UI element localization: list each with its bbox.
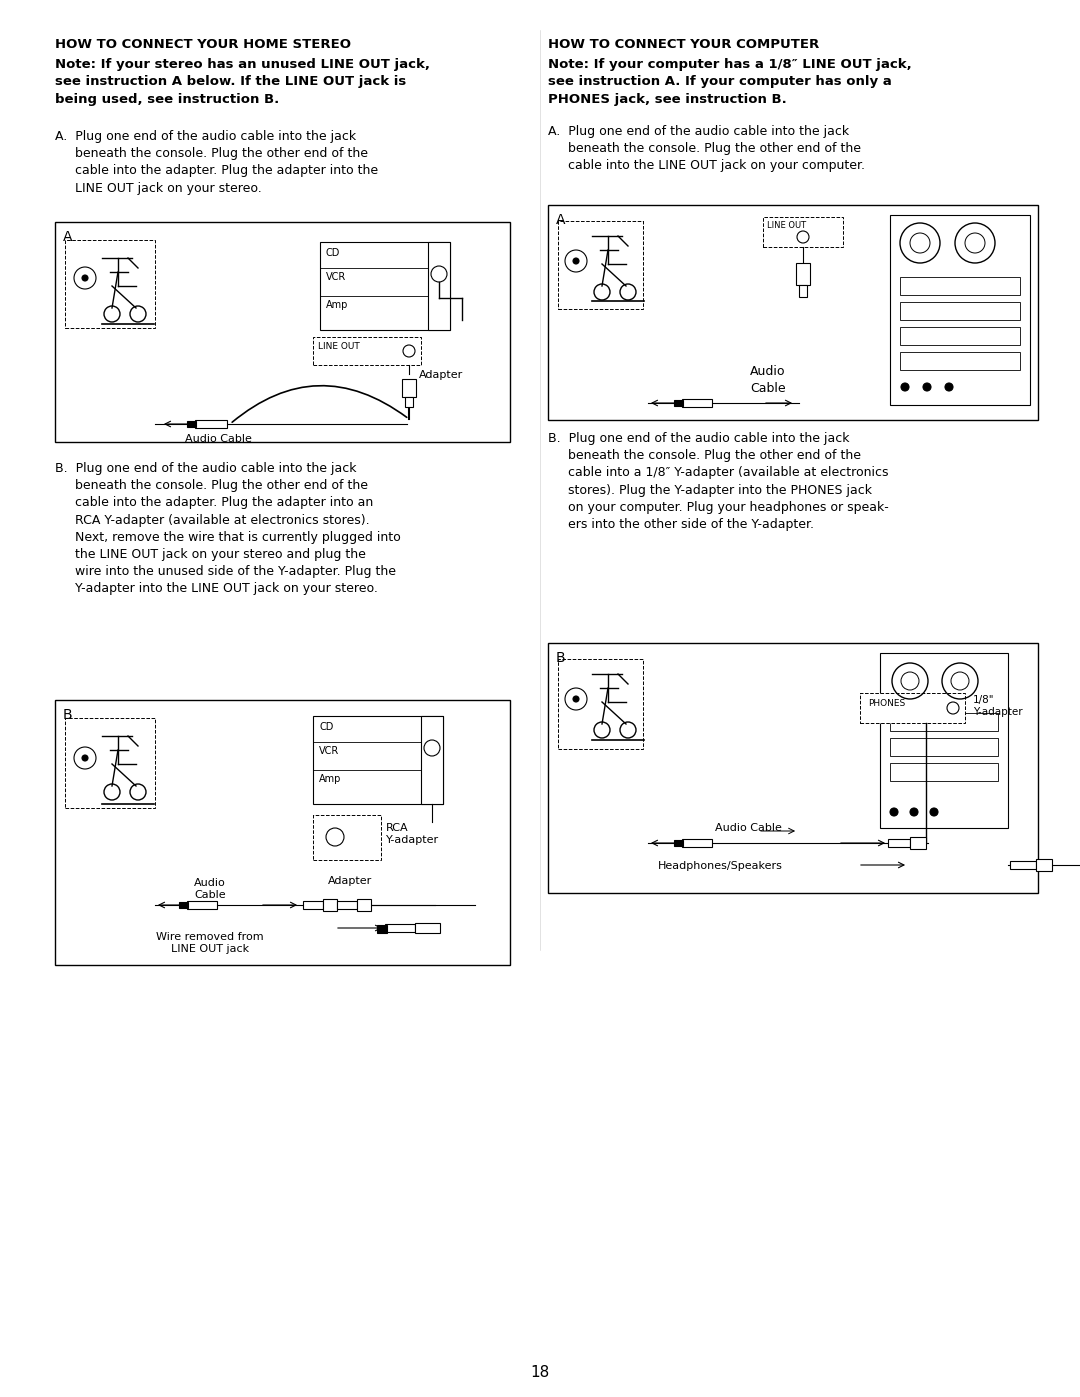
Bar xyxy=(674,840,683,847)
Circle shape xyxy=(945,383,953,391)
Bar xyxy=(558,221,643,309)
Bar xyxy=(890,712,998,731)
Text: A: A xyxy=(63,231,72,244)
Bar xyxy=(880,652,1008,828)
Bar xyxy=(900,352,1020,370)
Bar xyxy=(558,659,643,749)
Bar xyxy=(187,901,217,909)
Text: PHONES: PHONES xyxy=(868,698,905,708)
FancyArrowPatch shape xyxy=(232,386,407,422)
Circle shape xyxy=(901,383,909,391)
Bar xyxy=(548,643,1038,893)
Circle shape xyxy=(573,696,579,703)
Bar xyxy=(860,693,966,724)
Bar xyxy=(890,738,998,756)
Circle shape xyxy=(923,383,931,391)
Bar xyxy=(415,923,440,933)
Bar xyxy=(900,327,1020,345)
Text: CD: CD xyxy=(326,249,340,258)
Bar xyxy=(323,900,337,911)
Bar xyxy=(796,263,810,285)
Text: Wire removed from
LINE OUT jack: Wire removed from LINE OUT jack xyxy=(157,932,264,954)
Bar xyxy=(1036,859,1052,870)
Bar xyxy=(55,222,510,441)
Bar xyxy=(900,277,1020,295)
Bar xyxy=(402,379,416,397)
Bar xyxy=(179,902,188,908)
Text: 18: 18 xyxy=(530,1365,550,1380)
Bar xyxy=(888,840,910,847)
Text: Audio
Cable: Audio Cable xyxy=(194,877,226,901)
Text: VCR: VCR xyxy=(319,746,339,756)
Text: Audio Cable: Audio Cable xyxy=(185,434,252,444)
Text: B: B xyxy=(63,708,72,722)
Circle shape xyxy=(930,807,939,816)
Text: B.  Plug one end of the audio cable into the jack
     beneath the console. Plug: B. Plug one end of the audio cable into … xyxy=(55,462,401,595)
Text: VCR: VCR xyxy=(326,272,347,282)
Text: B: B xyxy=(556,651,566,665)
Bar xyxy=(320,242,450,330)
Bar xyxy=(65,240,156,328)
Text: CD: CD xyxy=(319,722,334,732)
Bar xyxy=(313,814,381,861)
Bar xyxy=(890,215,1030,405)
Bar xyxy=(384,923,415,932)
Bar xyxy=(337,901,357,909)
Text: A: A xyxy=(556,212,566,226)
Text: Y-adapter: Y-adapter xyxy=(386,835,440,845)
FancyArrowPatch shape xyxy=(777,299,801,401)
Text: A.  Plug one end of the audio cable into the jack
     beneath the console. Plug: A. Plug one end of the audio cable into … xyxy=(55,130,378,194)
Text: HOW TO CONNECT YOUR HOME STEREO: HOW TO CONNECT YOUR HOME STEREO xyxy=(55,38,351,52)
Circle shape xyxy=(82,275,87,281)
Text: Amp: Amp xyxy=(326,300,349,310)
Text: Y-adapter: Y-adapter xyxy=(973,707,1023,717)
Bar xyxy=(303,901,323,909)
Circle shape xyxy=(573,258,579,264)
Bar xyxy=(421,717,443,805)
Circle shape xyxy=(910,807,918,816)
Bar xyxy=(681,400,712,407)
Bar xyxy=(313,337,421,365)
Text: Adapter: Adapter xyxy=(419,370,463,380)
Text: A.  Plug one end of the audio cable into the jack
     beneath the console. Plug: A. Plug one end of the audio cable into … xyxy=(548,124,865,172)
Bar xyxy=(377,925,387,933)
Bar xyxy=(900,302,1020,320)
Text: Headphones/Speakers: Headphones/Speakers xyxy=(658,861,783,870)
Bar xyxy=(1010,861,1036,869)
Circle shape xyxy=(890,807,897,816)
Bar xyxy=(313,717,443,805)
Bar xyxy=(428,242,450,330)
Text: RCA: RCA xyxy=(386,823,408,833)
Text: Adapter: Adapter xyxy=(328,876,373,886)
Text: B.  Plug one end of the audio cable into the jack
     beneath the console. Plug: B. Plug one end of the audio cable into … xyxy=(548,432,889,531)
Bar xyxy=(548,205,1038,420)
Text: LINE OUT: LINE OUT xyxy=(318,342,360,351)
Bar xyxy=(674,400,683,407)
Bar xyxy=(357,900,372,911)
Text: 1/8": 1/8" xyxy=(973,694,995,705)
Bar xyxy=(910,837,926,849)
Bar xyxy=(681,840,712,847)
Bar xyxy=(55,700,510,965)
Bar xyxy=(799,285,807,298)
Text: HOW TO CONNECT YOUR COMPUTER: HOW TO CONNECT YOUR COMPUTER xyxy=(548,38,820,52)
Bar xyxy=(762,217,843,247)
FancyArrowPatch shape xyxy=(350,806,430,820)
Bar xyxy=(65,718,156,807)
Text: Note: If your computer has a 1/8″ LINE OUT jack,
see instruction A. If your comp: Note: If your computer has a 1/8″ LINE O… xyxy=(548,59,912,106)
Bar xyxy=(187,420,195,427)
Bar xyxy=(890,763,998,781)
Text: Amp: Amp xyxy=(319,774,341,784)
Text: Audio Cable: Audio Cable xyxy=(715,823,782,833)
Text: LINE OUT: LINE OUT xyxy=(767,221,806,231)
Bar xyxy=(195,420,227,427)
Bar xyxy=(405,397,413,407)
Text: Audio
Cable: Audio Cable xyxy=(751,365,786,395)
Circle shape xyxy=(82,754,87,761)
Text: Note: If your stereo has an unused LINE OUT jack,
see instruction A below. If th: Note: If your stereo has an unused LINE … xyxy=(55,59,430,106)
